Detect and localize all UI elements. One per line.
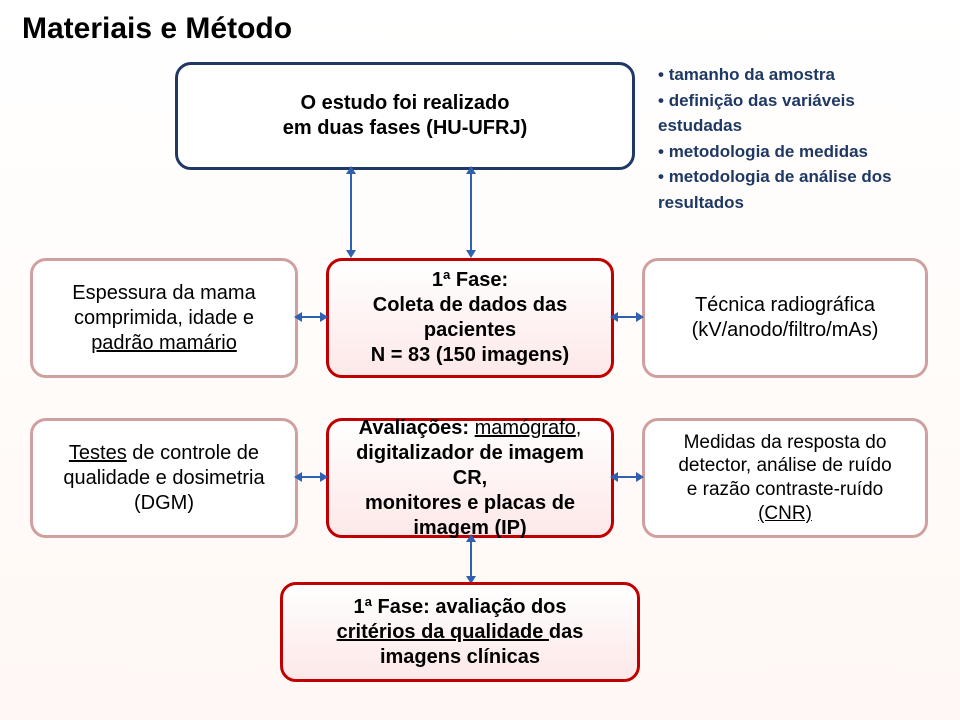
row-2: Testes de controle de qualidade e dosime… [30, 418, 928, 538]
text: , [576, 417, 582, 439]
node-fase1-avaliacao: 1ª Fase: avaliação dos critérios da qual… [280, 582, 640, 682]
study-line2-suffix: (HU-UFRJ) [426, 117, 527, 139]
connector [616, 316, 638, 318]
connector [616, 476, 638, 478]
text: (DGM) [134, 491, 194, 516]
text: (kV/anodo/filtro/mAs) [692, 318, 879, 343]
node-tecnica: Técnica radiográfica (kV/anodo/filtro/mA… [642, 258, 928, 378]
meta-list: tamanho da amostra definição das variáve… [658, 62, 938, 182]
row-1: Espessura da mama comprimida, idade e pa… [30, 258, 928, 378]
node-medidas: Medidas da resposta do detector, análise… [642, 418, 928, 538]
node-espessura: Espessura da mama comprimida, idade e pa… [30, 258, 298, 378]
text: de controle de [127, 442, 259, 464]
meta-item: definição das variáveis estudadas [658, 88, 938, 139]
text: Medidas da resposta do [684, 431, 887, 455]
meta-item: tamanho da amostra [658, 62, 938, 88]
node-testes: Testes de controle de qualidade e dosime… [30, 418, 298, 538]
page-title: Materiais e Método [22, 12, 292, 46]
text: Avaliações: mamógrafo, [359, 416, 582, 441]
text: N = 83 (150 imagens) [371, 343, 569, 368]
text: Avaliações: [359, 417, 475, 439]
connector [300, 316, 322, 318]
text: padrão mamário [91, 331, 237, 356]
study-line1: O estudo foi realizado [301, 91, 510, 116]
text: comprimida, idade e [74, 306, 254, 331]
connector [470, 172, 472, 252]
meta-item: metodologia de medidas [658, 139, 938, 165]
study-line2: em duas fases (HU-UFRJ) [283, 116, 528, 141]
text: das [549, 621, 583, 643]
text: critérios da qualidade das [337, 620, 584, 645]
text: digitalizador de imagem CR, [343, 441, 597, 491]
text: detector, análise de ruído [678, 454, 891, 478]
node-fase1-coleta: 1ª Fase: Coleta de dados das pacientes N… [326, 258, 614, 378]
text: 1ª Fase: [432, 268, 508, 293]
node-avaliacoes: Avaliações: mamógrafo, digitalizador de … [326, 418, 614, 538]
text: mamógrafo [475, 417, 576, 439]
meta-item: metodologia de análise dos resultados [658, 164, 938, 215]
text: Testes [69, 442, 127, 464]
row-3: 1ª Fase: avaliação dos critérios da qual… [280, 582, 640, 682]
text: e razão contraste-ruído [687, 478, 883, 502]
text: Testes de controle de [69, 441, 259, 466]
text: Técnica radiográfica [695, 293, 875, 318]
text: qualidade e dosimetria [63, 466, 264, 491]
text: (CNR) [758, 502, 812, 526]
connector [470, 540, 472, 578]
text: pacientes [424, 318, 516, 343]
connector [350, 172, 352, 252]
text: imagens clínicas [380, 645, 540, 670]
text: critérios da qualidade [337, 621, 549, 643]
text: Coleta de dados das [373, 293, 568, 318]
text: Espessura da mama [72, 281, 255, 306]
study-line2-prefix: em duas fases [283, 117, 426, 139]
study-box: O estudo foi realizado em duas fases (HU… [175, 62, 635, 170]
connector [300, 476, 322, 478]
text: 1ª Fase: avaliação dos [353, 595, 566, 620]
text: monitores e placas de [365, 491, 575, 516]
